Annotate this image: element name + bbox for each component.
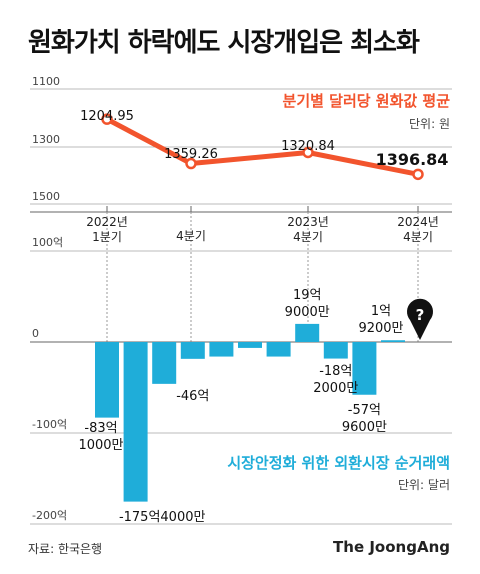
question-mark: ? xyxy=(416,306,425,324)
line-series-path xyxy=(104,116,421,177)
bar-value-label: -57억 xyxy=(348,403,381,418)
line-data-point xyxy=(302,146,314,159)
bar-ytick-label: -200억 xyxy=(32,509,67,522)
line-xtick-label: 2023년 xyxy=(287,215,329,229)
bar-value-label: 9000만 xyxy=(285,305,330,320)
line-chart-unit: 단위: 원 xyxy=(409,117,450,131)
bar-value-label: 19억 xyxy=(293,288,322,303)
bar-ytick-label: 0 xyxy=(32,327,39,340)
line-data-point xyxy=(101,113,113,125)
bar-value-label: 1억 xyxy=(371,304,391,319)
bar-value-label: -83억 xyxy=(84,421,117,436)
line-value-label: 1359.26 xyxy=(164,147,218,162)
line-value-label: 1396.84 xyxy=(376,150,449,169)
bar-rect xyxy=(381,340,405,342)
brand-logo: The JoongAng xyxy=(333,538,450,556)
bar-rect xyxy=(266,342,291,357)
bar-ytick-label: -100억 xyxy=(32,418,67,431)
bar-rect xyxy=(352,342,377,395)
bar-rect xyxy=(295,323,320,342)
bar-value-label: 9200만 xyxy=(358,321,403,336)
bar-rect xyxy=(209,342,234,357)
source-note: 자료: 한국은행 xyxy=(28,541,102,556)
line-xtick-label: 2022년 xyxy=(86,215,128,229)
bar-rect xyxy=(238,342,262,348)
line-ytick-label: 1100 xyxy=(32,75,60,88)
line-xtick-label: 4분기 xyxy=(293,230,323,244)
bar-chart-title: 시장안정화 위한 외환시장 순거래액 xyxy=(227,454,450,472)
bar-value-label: -175억4000만 xyxy=(119,510,206,525)
bar-value-label: 2000만 xyxy=(313,381,358,396)
line-value-label: 1204.95 xyxy=(80,109,134,124)
line-xtick-label: 1분기 xyxy=(92,230,122,244)
bar-chart-unit: 단위: 달러 xyxy=(398,478,450,492)
bar-rect xyxy=(180,342,205,359)
line-data-point xyxy=(412,168,424,181)
bar-value-label: -18억 xyxy=(319,364,352,379)
bar-ytick-label: 100억 xyxy=(32,236,63,249)
line-xtick-label: 4분기 xyxy=(176,229,206,243)
line-xtick-label: 4분기 xyxy=(403,230,433,244)
line-xtick-label: 2024년 xyxy=(397,215,439,229)
line-data-point xyxy=(185,157,197,170)
bar-value-label: 9600만 xyxy=(342,420,387,435)
bar-value-label: 1000만 xyxy=(78,438,123,453)
line-value-label: 1320.84 xyxy=(281,139,335,154)
bar-rect xyxy=(123,342,148,502)
line-ytick-label: 1500 xyxy=(32,190,60,203)
bar-rect xyxy=(323,342,348,359)
bar-rect xyxy=(152,342,177,384)
page-title: 원화가치 하락에도 시장개입은 최소화 xyxy=(28,28,420,58)
question-pin-icon: ? xyxy=(407,298,434,340)
line-chart-title: 분기별 달러당 원화값 평균 xyxy=(283,92,451,110)
bar-rect xyxy=(95,342,119,418)
bar-value-label: -46억 xyxy=(176,389,209,404)
line-ytick-label: 1300 xyxy=(32,133,60,146)
